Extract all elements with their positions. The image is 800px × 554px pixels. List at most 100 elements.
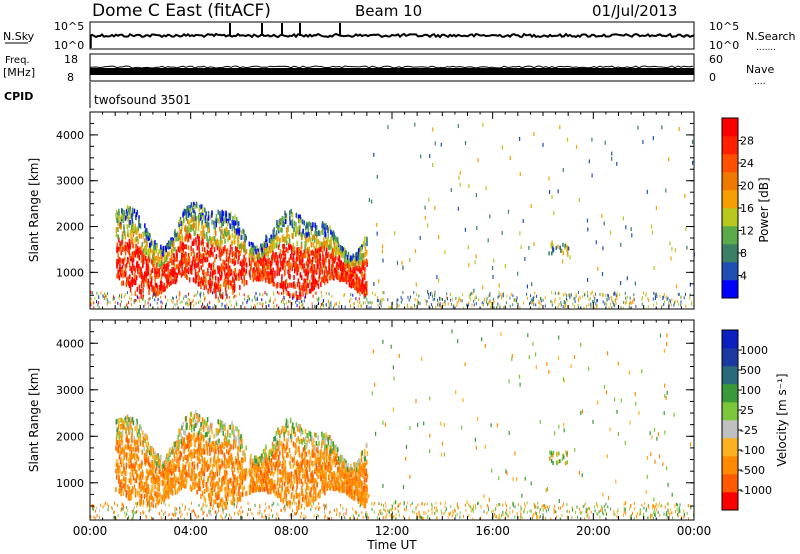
echo-cell (349, 276, 352, 282)
ground-cell (540, 297, 542, 301)
echo-cell (321, 269, 323, 275)
echo-cell (181, 425, 183, 431)
echo-cell (347, 481, 349, 487)
echo-cell (122, 270, 124, 276)
echo-cell (164, 469, 166, 475)
echo-cell (132, 261, 134, 267)
echo-cell (548, 251, 550, 256)
echo-cell (212, 252, 214, 258)
echo-cell (533, 242, 535, 247)
echo-cell (208, 222, 210, 228)
echo-cell (631, 233, 633, 238)
ground-cell (183, 306, 185, 310)
echo-cell (126, 205, 129, 211)
echo-cell (296, 228, 299, 234)
ground-cell (538, 301, 540, 305)
echo-cell (136, 246, 138, 252)
ground-cell (283, 295, 285, 299)
ground-cell (273, 301, 274, 305)
echo-cell (305, 467, 308, 473)
ground-cell (594, 296, 596, 300)
ground-cell (608, 294, 609, 298)
echo-cell (276, 235, 278, 241)
echo-cell (172, 237, 175, 243)
echo-cell (279, 477, 281, 483)
echo-cell (366, 473, 369, 479)
echo-cell (282, 281, 285, 287)
echo-cell (444, 250, 446, 255)
echo-cell (169, 258, 171, 263)
echo-cell (187, 266, 190, 272)
echo-cell (170, 271, 173, 277)
ground-cell (655, 295, 657, 299)
echo-cell (289, 483, 292, 489)
echo-cell (138, 264, 140, 269)
ground-cell (685, 304, 687, 308)
echo-cell (366, 491, 368, 497)
echo-cell (131, 211, 134, 217)
ground-cell (96, 291, 98, 295)
ground-cell (656, 294, 658, 298)
echo-cell (147, 270, 150, 276)
echo-cell (200, 432, 202, 438)
echo-cell (322, 244, 324, 250)
ground-cell (350, 304, 351, 308)
echo-cell (210, 240, 212, 246)
echo-cell (415, 282, 417, 287)
echo-cell (208, 283, 211, 289)
echo-cell (176, 273, 178, 279)
echo-cell (122, 246, 124, 252)
echo-cell (225, 486, 227, 492)
echo-cell (282, 443, 285, 449)
echo-cell (266, 271, 268, 277)
echo-cell (275, 232, 278, 238)
ground-cell (530, 298, 532, 302)
ground-cell (387, 298, 389, 302)
echo-cell (303, 278, 305, 284)
echo-cell (251, 475, 253, 481)
echo-cell (226, 491, 229, 497)
echo-cell (164, 250, 166, 256)
echo-cell (183, 253, 185, 259)
echo-cell (162, 246, 165, 251)
echo-cell (138, 215, 140, 221)
echo-cell (224, 231, 227, 237)
ground-cell (359, 301, 361, 305)
ground-cell (629, 296, 631, 300)
echo-cell (175, 264, 178, 270)
echo-cell (154, 249, 156, 255)
echo-cell (224, 486, 226, 492)
echo-cell (172, 464, 174, 470)
echo-cell (304, 283, 307, 289)
ground-cell (129, 296, 131, 300)
echo-cell (220, 248, 223, 254)
echo-cell (542, 142, 544, 147)
echo-cell (210, 444, 212, 450)
echo-cell (115, 227, 118, 232)
echo-cell (365, 477, 368, 483)
echo-cell (136, 286, 139, 292)
echo-cell (349, 267, 352, 273)
ground-cell (259, 292, 261, 296)
echo-cell (197, 414, 199, 420)
echo-cell (552, 243, 554, 248)
echo-cell (237, 228, 239, 234)
echo-cell (126, 224, 128, 230)
echo-cell (135, 280, 137, 285)
echo-cell (255, 262, 257, 268)
ground-cell (320, 290, 322, 294)
echo-cell (293, 226, 295, 232)
echo-cell (130, 449, 133, 455)
echo-cell (275, 441, 277, 447)
echo-cell (285, 493, 288, 499)
echo-cell (327, 270, 329, 276)
echo-cell (334, 256, 336, 262)
echo-cell (225, 254, 228, 260)
echo-cell (223, 281, 225, 287)
echo-cell (291, 223, 294, 229)
echo-cell (630, 227, 632, 232)
echo-cell (284, 279, 287, 285)
echo-cell (181, 271, 184, 277)
ground-cell (318, 296, 320, 300)
echo-cell (239, 435, 242, 441)
